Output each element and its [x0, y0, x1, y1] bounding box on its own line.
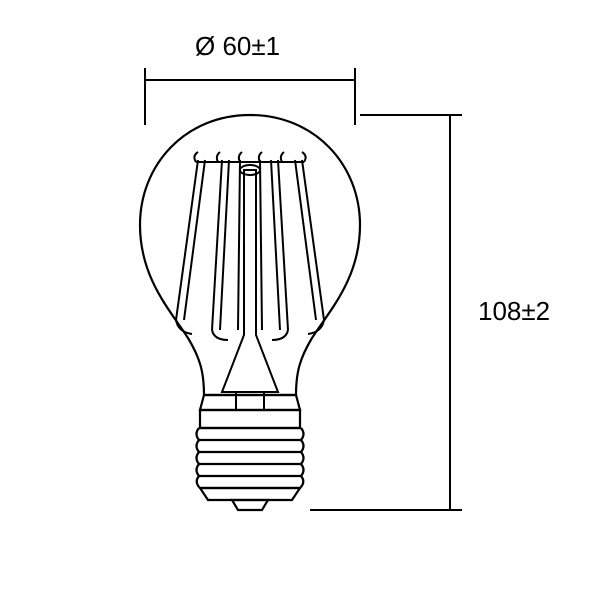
- height-label: 108±2: [478, 296, 550, 326]
- filament-assembly: [176, 152, 324, 410]
- bulb-dimension-diagram: Ø 60±1 108±2: [0, 0, 600, 600]
- screw-base: [197, 428, 304, 510]
- diameter-label: Ø 60±1: [195, 31, 280, 61]
- dimension-height: 108±2: [310, 115, 550, 510]
- dimension-diameter: Ø 60±1: [145, 31, 355, 125]
